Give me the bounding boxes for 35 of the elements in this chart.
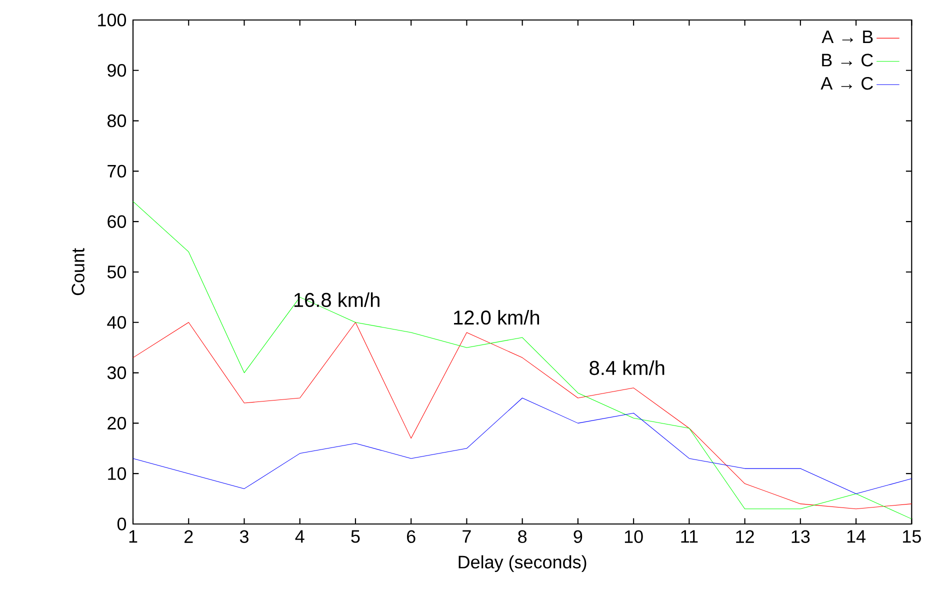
y-tick-label: 40 [107,316,126,329]
y-tick-label: 70 [108,164,126,178]
x-tick-label: 4 [295,530,304,543]
y-tick-label: 20 [108,416,126,430]
y-tick-label: 10 [108,467,126,480]
y-axis-title: Count [72,248,84,296]
x-tick-label: 9 [574,530,582,543]
legend-label: A → B [822,30,873,44]
y-tick-label: 90 [108,64,126,77]
x-tick-label: 12 [736,530,754,543]
y-tick-label: 80 [107,114,126,128]
y-tick-label: 50 [107,266,126,278]
annotation: 8.4 km/h [590,360,664,376]
x-axis-title: Delay (seconds) [458,555,586,572]
x-tick-label: 13 [792,530,810,543]
x-tick-label: 15 [903,530,921,543]
x-tick-label: 8 [518,530,527,543]
x-tick-label: 1 [129,530,138,543]
line-series [132,398,912,494]
x-tick-label: 2 [184,530,193,543]
y-tick-label: 100 [98,14,126,26]
legend-label: B → C [822,54,873,66]
y-tick-label: 30 [107,366,126,380]
y-tick-label: 60 [108,215,126,228]
x-tick-label: 14 [847,530,866,543]
legend-label: A → C [820,76,873,90]
y-tick-label: 0 [117,518,126,530]
x-tick-label: 6 [407,530,416,543]
line-series [132,201,912,520]
x-tick-label: 7 [462,530,471,543]
x-tick-label: 11 [681,530,698,543]
annotation: 12.0 km/h [454,310,540,325]
x-tick-label: 10 [624,530,643,543]
x-tick-label: 3 [240,530,248,543]
x-tick-label: 5 [351,530,360,543]
